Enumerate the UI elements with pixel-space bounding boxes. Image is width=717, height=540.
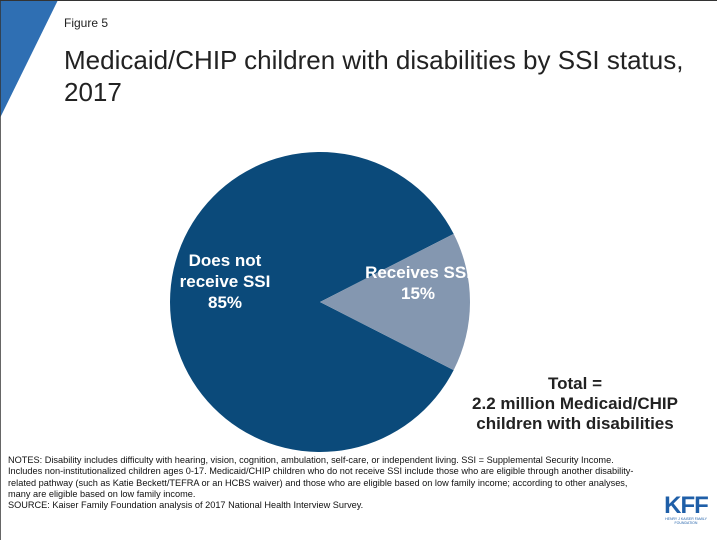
annotation-line: Total = <box>548 374 602 393</box>
corner-accent <box>0 0 58 118</box>
slice-category: Receives SSI <box>365 263 471 282</box>
slice-label: Receives SSI 15% <box>343 262 493 304</box>
logo-subtext: HENRY J KAISER FAMILY FOUNDATION <box>665 517 707 525</box>
annotation-line: children with disabilities <box>476 414 674 433</box>
pie <box>170 152 471 452</box>
logo: KFF HENRY J KAISER FAMILY FOUNDATION <box>663 492 709 526</box>
annotation-line: 2.2 million Medicaid/CHIP <box>472 394 678 413</box>
annotation: Total = 2.2 million Medicaid/CHIP children… <box>440 374 710 434</box>
pie-slice <box>320 233 471 371</box>
pie-slice <box>170 152 454 452</box>
figure-label: Figure 5 <box>64 16 109 30</box>
slice-value-label: 85% <box>207 293 243 312</box>
slice-label: Does not receive SSI 85% <box>175 250 275 313</box>
source: SOURCE: Kaiser Family Foundation analysi… <box>8 500 364 511</box>
notes-block: NOTES: Disability includes difficulty wi… <box>8 455 648 511</box>
notes: NOTES: Disability includes difficulty wi… <box>8 455 634 499</box>
slice-value-label: 15% <box>400 284 436 303</box>
logo-text: KFF <box>664 492 709 519</box>
slice-category: Does not receive SSI <box>179 251 271 291</box>
chart-title: Medicaid/CHIP children with disabilities… <box>64 45 684 107</box>
